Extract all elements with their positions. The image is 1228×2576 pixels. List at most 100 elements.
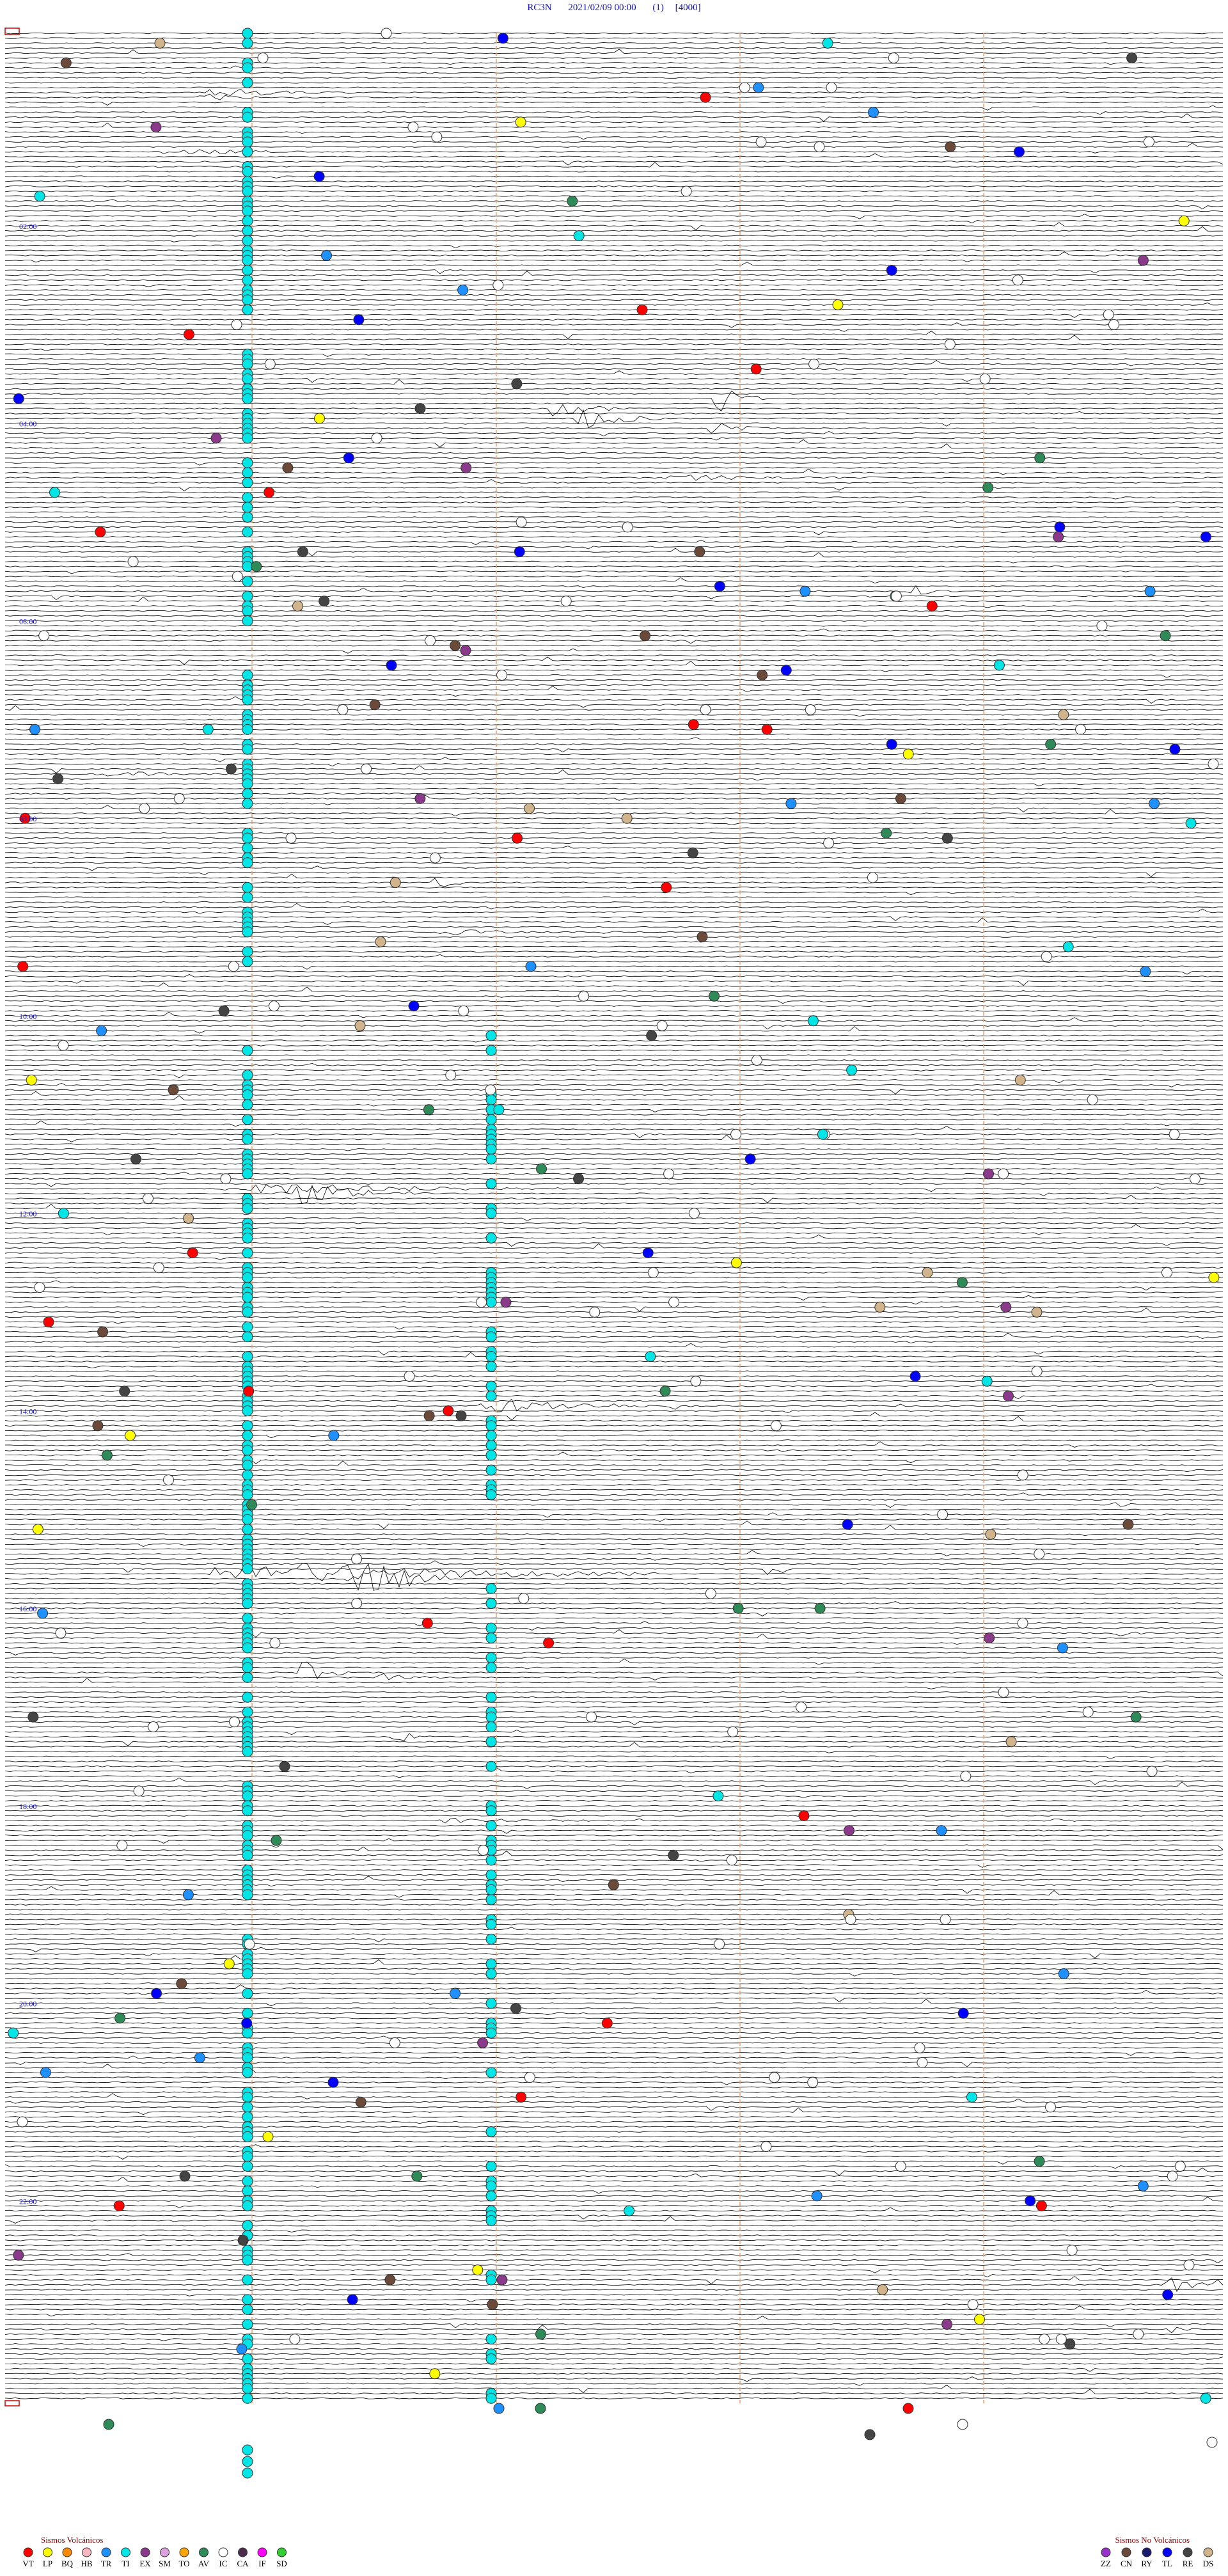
trace — [4, 1390, 1224, 1392]
trace — [4, 1933, 1224, 1936]
event-marker — [242, 255, 253, 266]
event-marker — [496, 2274, 508, 2286]
event-marker — [242, 2007, 253, 2019]
trace — [4, 891, 1224, 896]
event-marker — [242, 778, 253, 789]
trace — [4, 595, 1224, 600]
event-marker — [543, 1637, 555, 1648]
event-marker — [1045, 2101, 1056, 2113]
event-marker — [799, 585, 811, 597]
trace — [4, 901, 1224, 903]
event-marker — [242, 1790, 253, 1802]
event-marker — [242, 457, 253, 469]
trace — [4, 244, 1224, 249]
event-marker — [1035, 2200, 1047, 2211]
event-marker — [414, 403, 426, 415]
event-marker — [17, 2116, 28, 2128]
trace — [4, 832, 1224, 834]
event-marker — [133, 1785, 145, 1797]
event-marker — [168, 1084, 179, 1096]
event-marker — [714, 1938, 725, 1950]
trace — [4, 2151, 1224, 2153]
event-marker — [455, 1410, 467, 1421]
trace — [4, 175, 1224, 178]
event-marker — [242, 1706, 253, 1718]
trace — [4, 679, 1224, 681]
event-marker — [485, 1440, 497, 1451]
trace — [4, 1280, 1224, 1284]
trace — [4, 2155, 1224, 2160]
trace — [4, 624, 1224, 627]
trace — [5, 1641, 1224, 1645]
event-marker — [289, 2334, 301, 2345]
trace — [4, 1074, 1224, 1079]
event-marker — [321, 249, 332, 261]
event-marker — [714, 581, 725, 592]
event-marker — [314, 413, 325, 424]
trace — [4, 684, 1224, 686]
event-marker — [1169, 1128, 1180, 1140]
event-marker — [1017, 1469, 1028, 1481]
legend-code: TR — [101, 2559, 112, 2568]
event-marker — [1082, 1706, 1094, 1718]
trace — [4, 185, 1224, 187]
legend-swatch — [101, 2547, 111, 2557]
trace — [4, 2086, 1224, 2089]
event-marker — [485, 1297, 497, 1308]
event-marker — [242, 37, 253, 49]
event-marker — [1149, 798, 1160, 809]
event-marker — [1034, 1548, 1045, 1560]
trace — [4, 2215, 1224, 2220]
trace — [4, 2164, 1224, 2169]
trace — [4, 862, 1224, 864]
event-marker — [236, 2343, 248, 2355]
trace — [4, 723, 1224, 725]
trace — [4, 1451, 1224, 1457]
trace — [4, 546, 1224, 549]
event-marker — [32, 1524, 43, 1535]
event-marker — [242, 1613, 253, 1624]
event-marker — [485, 2334, 497, 2345]
event-marker — [814, 141, 825, 152]
trace — [4, 954, 1224, 958]
trace — [4, 1395, 1224, 1400]
trace — [5, 1489, 1224, 1491]
event-marker — [242, 2200, 253, 2211]
event-marker — [242, 1444, 253, 1456]
legend-code: ZZ — [1101, 2559, 1111, 2568]
trace — [4, 1869, 1224, 1871]
trace — [4, 1899, 1224, 1901]
event-marker — [423, 1104, 434, 1116]
trace — [4, 2389, 1224, 2394]
trace — [4, 2382, 1224, 2386]
trace — [4, 1178, 1223, 1180]
event-marker — [690, 1375, 702, 1387]
event-marker — [242, 1168, 253, 1180]
legend-swatch — [1101, 2547, 1111, 2557]
event-marker — [229, 1716, 240, 1728]
event-marker — [487, 2299, 498, 2311]
trace — [4, 1103, 1224, 1107]
trace — [4, 199, 1224, 202]
event-marker — [485, 1351, 497, 1363]
event-marker — [242, 1746, 253, 1757]
legend-swatch — [1162, 2547, 1172, 2557]
trace — [4, 1009, 1224, 1012]
trace — [4, 319, 1224, 321]
trace — [4, 113, 1224, 122]
event-marker — [700, 704, 711, 715]
trace — [4, 122, 1224, 128]
trace — [4, 1308, 1223, 1313]
trace — [4, 328, 1224, 332]
event-marker — [242, 1968, 253, 1979]
event-marker — [485, 2190, 497, 2202]
trace — [4, 468, 1224, 475]
trace — [4, 42, 1224, 44]
event-marker — [712, 1790, 724, 1802]
trace — [4, 1430, 1224, 1432]
trace — [4, 2176, 1224, 2182]
event-marker — [624, 2205, 635, 2216]
event-marker — [242, 2274, 253, 2286]
trace — [4, 1686, 1224, 1689]
